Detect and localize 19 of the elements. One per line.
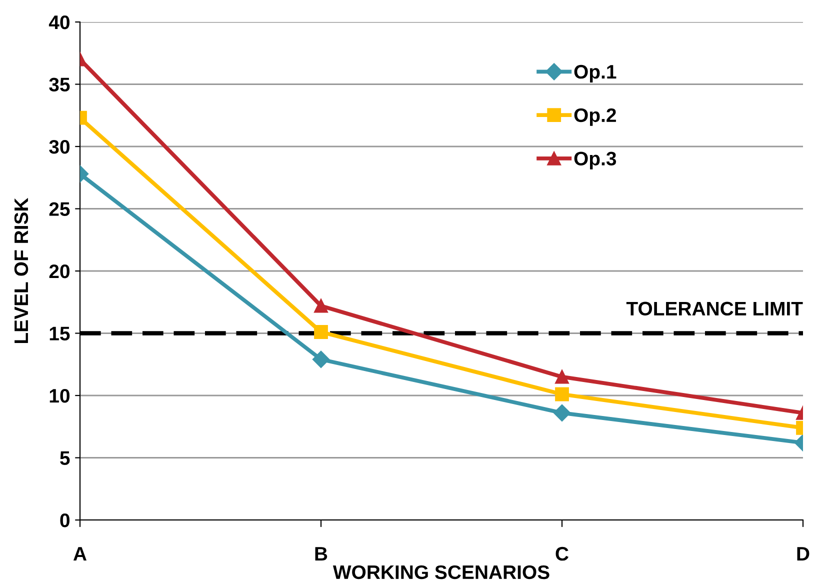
y-tick-label: 5 [60, 451, 70, 465]
y-tick-label: 15 [50, 326, 70, 340]
legend-label: Op.1 [574, 64, 616, 83]
y-tick-label: 35 [49, 78, 70, 92]
x-tick-label: C [556, 546, 568, 561]
ref-line-label: TOLERANCE LIMIT [626, 302, 803, 316]
x-tick-label: D [797, 547, 810, 560]
y-tick-label: 30 [49, 140, 70, 154]
y-tick-label: 0 [60, 513, 70, 528]
y-axis-title: LEVEL OF RISK [14, 198, 28, 343]
legend-label: Op.2 [574, 108, 616, 126]
y-tick-label: 10 [50, 388, 70, 403]
legend-label: Op.3 [574, 152, 616, 170]
x-axis-title: WORKING SCENARIOS [332, 565, 550, 580]
x-tick-label: A [73, 547, 87, 560]
x-tick-label: B [315, 547, 328, 560]
y-tick-label: 40 [48, 15, 70, 30]
y-tick-label: 20 [49, 264, 70, 278]
y-tick-label: 25 [49, 202, 70, 216]
